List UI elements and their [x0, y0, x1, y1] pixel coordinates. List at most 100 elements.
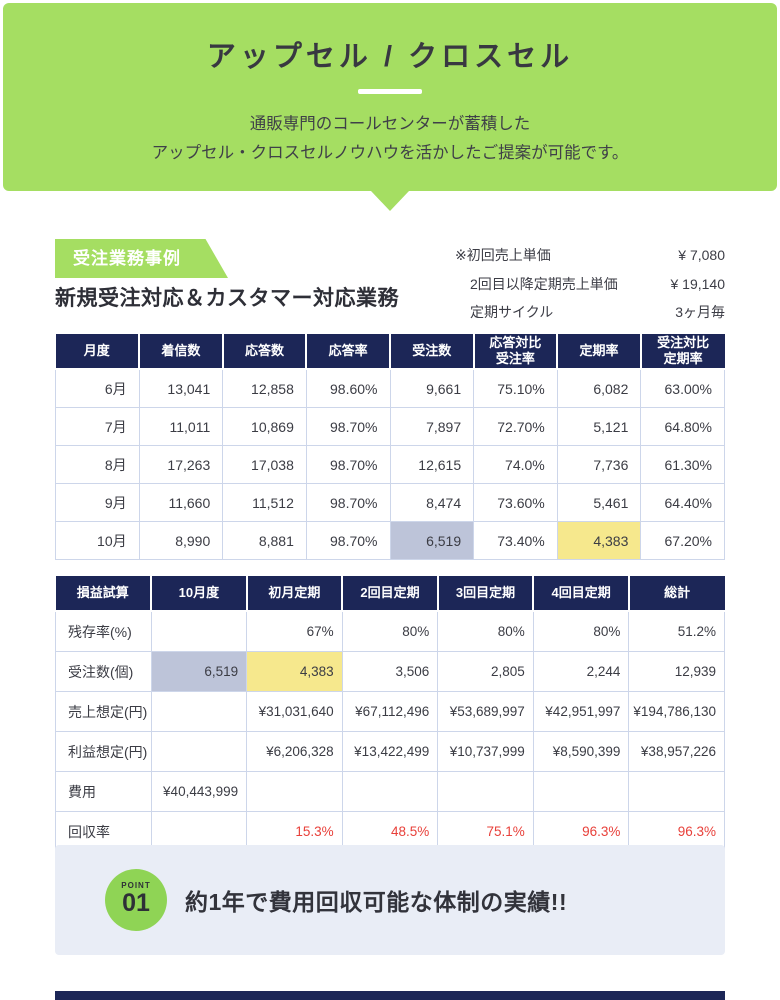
point-badge: POINT 01 [105, 869, 167, 931]
table-cell: 8月 [55, 445, 140, 484]
table-cell: 73.60% [473, 483, 558, 522]
table-cell: 10,869 [222, 407, 307, 446]
orders-table: 月度 着信数 応答数 応答率 受注数 応答対比 受注率 定期率 受注対比 定期率 6月 13,0… [55, 334, 725, 560]
column-header: 損益試算 [55, 576, 153, 612]
table-cell: 13,041 [138, 368, 224, 408]
table-cell: 受注数(個) [55, 651, 152, 692]
info-label: 2回目以降定期売上単価 [470, 275, 618, 292]
table-cell: 9,661 [389, 368, 475, 408]
table-row: 8月 17,263 17,038 98.70% 12,615 74.0% 7,736 61.3… [55, 445, 725, 484]
table-row: 6月 13,041 12,858 98.60% 9,661 75.10% 6,082 63.0… [55, 368, 725, 408]
table-cell: 64.80% [640, 407, 725, 446]
table-cell: 6,519 [150, 651, 248, 692]
orders-table-header-row: 月度 着信数 応答数 応答率 受注数 応答対比 受注率 定期率 受注対比 定期率 [55, 334, 725, 370]
table-cell: 7,736 [556, 445, 642, 484]
table-cell [150, 691, 248, 732]
table-cell: 7,897 [389, 407, 475, 446]
table-cell [437, 771, 534, 812]
info-row-recurring-price: 2回目以降定期売上単価 ¥ 19,140 [455, 270, 725, 299]
table-row: 9月 11,660 11,512 98.70% 8,474 73.60% 5,461 64.4… [55, 483, 725, 522]
table-cell: ¥42,951,997 [532, 691, 630, 732]
column-header: 10月度 [151, 576, 248, 612]
point-badge-label: POINT [121, 881, 151, 890]
page-title: アップセル / クロスセル [206, 41, 574, 73]
info-value: ¥ 19,140 [670, 275, 726, 292]
table-cell: 75.10% [473, 368, 558, 408]
table-cell: ¥6,206,328 [246, 731, 343, 772]
column-header: 総計 [628, 576, 725, 612]
column-header: 応答対比 受注率 [473, 334, 559, 370]
table-cell: 5,121 [556, 407, 642, 446]
table-cell: 6,519 [389, 521, 475, 560]
table-cell: 8,474 [389, 483, 475, 522]
section-heading: 新規受注対応＆カスタマー対応業務 [55, 287, 399, 310]
table-cell: ¥67,112,496 [341, 691, 439, 732]
hero-subtitle-line1: 通販専門のコールセンターが蓄積した [249, 115, 531, 133]
table-cell: 利益想定(円) [55, 731, 152, 772]
table-cell: 11,512 [222, 483, 307, 522]
table-cell: 72.70% [473, 407, 558, 446]
table-cell: 98.60% [305, 368, 391, 408]
table-row: 残存率(%) 67% 80% 80% 80% 51.2% [55, 610, 725, 652]
table-cell: ¥194,786,130 [628, 691, 725, 732]
table-cell: 2,244 [532, 651, 630, 692]
table-cell [246, 771, 343, 812]
info-label: ※初回売上単価 [455, 247, 551, 263]
table-cell: 残存率(%) [55, 610, 152, 652]
table-cell: 11,011 [138, 407, 224, 446]
column-header: 受注数 [390, 334, 475, 370]
table-cell: 8,990 [138, 521, 224, 560]
table-cell: 63.00% [640, 368, 725, 408]
table-cell: 5,461 [556, 483, 642, 522]
table-cell: ¥10,737,999 [437, 731, 534, 772]
table-cell: 6月 [55, 368, 140, 408]
table-row: 利益想定(円) ¥6,206,328 ¥13,422,499 ¥10,737,999 ¥… [55, 731, 725, 772]
table-cell: 4,383 [246, 651, 343, 692]
table-cell: ¥8,590,399 [532, 731, 630, 772]
table-cell: 17,038 [222, 445, 307, 484]
point-badge-number: 01 [122, 889, 150, 917]
table-cell: 6,082 [556, 368, 642, 408]
table-cell: 17,263 [138, 445, 224, 484]
info-row-cycle: 定期サイクル 3ヶ月毎 [455, 298, 725, 327]
table-cell: 67% [246, 610, 343, 652]
profit-table: 損益試算 10月度 初月定期 2回目定期 3回目定期 4回目定期 総計 残存率(%) 67% 8… [55, 576, 725, 852]
table-cell: 98.70% [305, 407, 391, 446]
column-header: 初月定期 [246, 576, 344, 612]
table-cell: ¥13,422,499 [341, 731, 439, 772]
table-cell [532, 771, 630, 812]
table-cell: 2,805 [437, 651, 534, 692]
table-cell: ¥31,031,640 [246, 691, 343, 732]
column-header: 2回目定期 [342, 576, 439, 612]
column-header: 応答率 [306, 334, 391, 370]
profit-table-header-row: 損益試算 10月度 初月定期 2回目定期 3回目定期 4回目定期 総計 [55, 576, 725, 612]
title-underline [358, 89, 422, 94]
table-cell [150, 731, 248, 772]
footer-bar [55, 991, 725, 1000]
table-cell: ¥53,689,997 [437, 691, 534, 732]
table-cell: 98.70% [305, 521, 391, 560]
column-header: 4回目定期 [533, 576, 630, 612]
table-cell: 12,615 [389, 445, 475, 484]
column-header: 応答数 [222, 334, 308, 370]
point-panel: POINT 01 約1年で費用回収可能な体制の実績!! [55, 845, 725, 955]
table-cell: ¥40,443,999 [150, 771, 248, 812]
table-cell: 74.0% [473, 445, 558, 484]
column-header: 3回目定期 [437, 576, 535, 612]
price-info-list: ※初回売上単価 ¥ 7,080 2回目以降定期売上単価 ¥ 19,140 定期サ… [455, 241, 725, 327]
point-text: 約1年で費用回収可能な体制の実績!! [185, 889, 568, 915]
table-cell: 64.40% [640, 483, 725, 522]
table-cell: 3,506 [341, 651, 439, 692]
hero-pointer-triangle [371, 191, 409, 211]
table-cell: 61.30% [640, 445, 725, 484]
table-cell: ¥38,957,226 [628, 731, 725, 772]
table-cell: 8,881 [222, 521, 307, 560]
hero-subtitle-line2: アップセル・クロスセルノウハウを活かしたご提案が可能です。 [151, 144, 629, 162]
table-cell: 売上想定(円) [55, 691, 152, 732]
info-value: 3ヶ月毎 [675, 304, 725, 320]
table-cell: 98.70% [305, 483, 391, 522]
column-header: 着信数 [139, 334, 224, 370]
table-cell: 67.20% [640, 521, 725, 560]
table-cell: 12,858 [222, 368, 307, 408]
